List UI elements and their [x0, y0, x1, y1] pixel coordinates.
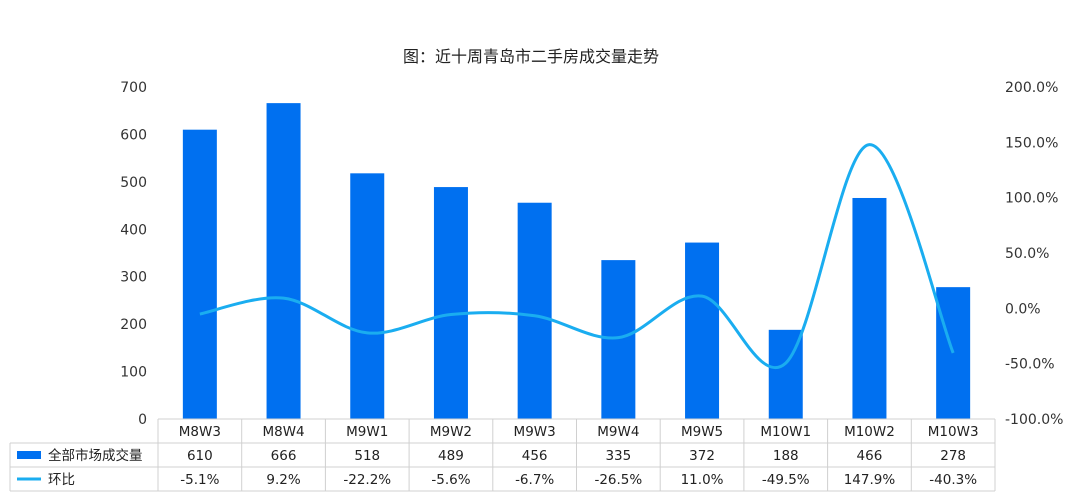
y-right-tick-label: -100.0% [1005, 412, 1063, 428]
legend-bar-label: 全部市场成交量 [48, 447, 143, 464]
data-label-huanbi: 147.9% [844, 472, 896, 488]
x-tick-label: M8W4 [262, 424, 304, 440]
legend-bar-swatch [17, 451, 41, 459]
data-label-huanbi: -6.7% [515, 472, 554, 488]
data-label-volume: 188 [773, 448, 799, 464]
y-left-tick-label: 200 [120, 317, 147, 333]
y-right-tick-label: 0.0% [1005, 301, 1041, 317]
x-tick-label: M9W4 [597, 424, 639, 440]
bar-M8W4 [266, 103, 301, 419]
y-left-tick-label: 300 [120, 270, 147, 286]
data-label-volume: 666 [271, 448, 297, 464]
y-left-tick-label: 600 [120, 127, 147, 143]
bar-M9W2 [433, 187, 468, 419]
y-right-tick-label: -50.0% [1005, 357, 1055, 373]
data-label-volume: 456 [522, 448, 548, 464]
data-label-volume: 489 [438, 448, 464, 464]
x-tick-label: M10W3 [928, 424, 979, 440]
bar-M9W1 [350, 173, 385, 419]
data-label-huanbi: -22.2% [343, 472, 391, 488]
chart-title: 图：近十周青岛市二手房成交量走势 [403, 47, 659, 66]
legend-line-label: 环比 [48, 472, 75, 488]
x-tick-label: M9W2 [430, 424, 472, 440]
data-label-huanbi: 9.2% [266, 472, 300, 488]
data-label-volume: 610 [187, 448, 213, 464]
data-label-volume: 372 [689, 448, 715, 464]
data-label-huanbi: -5.6% [431, 472, 470, 488]
data-label-volume: 466 [857, 448, 883, 464]
y-right-tick-label: 100.0% [1005, 191, 1058, 207]
bar-M10W3 [936, 287, 971, 419]
x-tick-label: M10W1 [760, 424, 811, 440]
y-left-tick-label: 700 [120, 80, 147, 96]
y-left-tick-label: 500 [120, 175, 147, 191]
y-left-tick-label: 0 [138, 412, 147, 428]
x-tick-label: M9W5 [681, 424, 723, 440]
data-label-volume: 278 [940, 448, 966, 464]
data-label-volume: 518 [354, 448, 380, 464]
bar-M10W2 [852, 197, 887, 419]
bar-M8W3 [182, 129, 217, 419]
y-right-tick-label: 150.0% [1005, 135, 1058, 151]
x-tick-label: M10W2 [844, 424, 895, 440]
x-tick-label: M8W3 [179, 424, 221, 440]
bar-M9W3 [517, 202, 552, 419]
x-tick-label: M9W3 [514, 424, 556, 440]
bar-M9W5 [685, 242, 720, 419]
data-label-huanbi: -40.3% [929, 472, 977, 488]
data-label-huanbi: 11.0% [681, 472, 724, 488]
data-label-volume: 335 [605, 448, 631, 464]
data-label-huanbi: -5.1% [180, 472, 219, 488]
data-label-huanbi: -26.5% [594, 472, 642, 488]
x-tick-label: M9W1 [346, 424, 388, 440]
bar-M9W4 [601, 260, 636, 419]
y-right-tick-label: 200.0% [1005, 80, 1058, 96]
data-label-huanbi: -49.5% [762, 472, 810, 488]
y-left-tick-label: 100 [120, 365, 147, 381]
y-right-tick-label: 50.0% [1005, 246, 1049, 262]
line-huanbi [199, 143, 955, 369]
y-left-tick-label: 400 [120, 222, 147, 238]
